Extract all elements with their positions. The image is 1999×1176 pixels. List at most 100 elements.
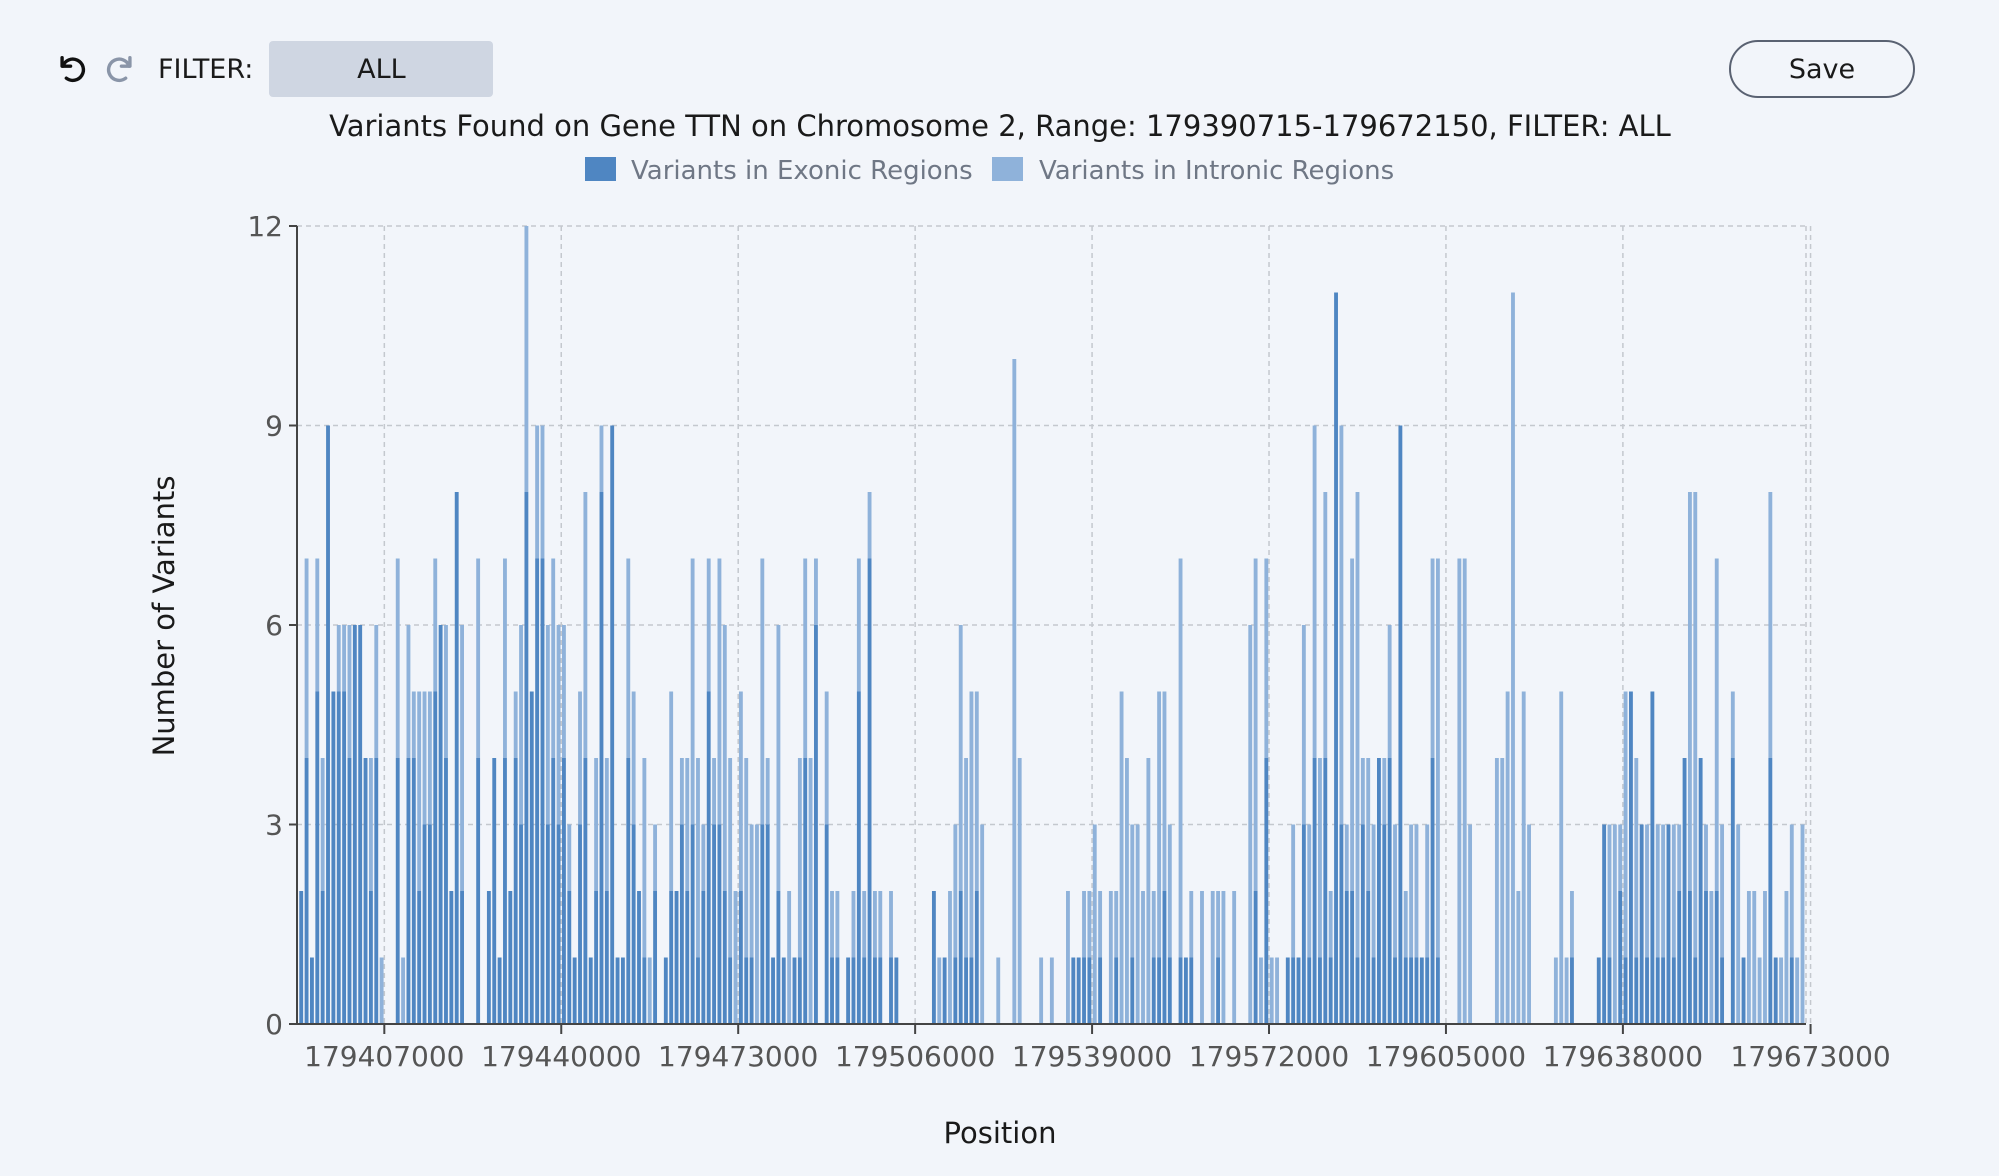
bar-exonic	[1285, 957, 1290, 1024]
bar-exonic	[1183, 957, 1188, 1024]
bar-exonic	[1189, 957, 1194, 1024]
bar-exonic	[422, 824, 427, 1024]
chart-axes: 0 3 6 9 12 179407000 179440000 179473000 1795060…	[247, 210, 1890, 1073]
chart-title: Variants Found on Gene TTN on Chromosome…	[329, 109, 1671, 143]
bar-exonic	[679, 824, 684, 1024]
bar-exonic	[567, 891, 572, 1024]
bar-exonic	[1720, 957, 1725, 1024]
bar-exonic	[1350, 891, 1355, 1024]
bar-exonic	[1639, 824, 1644, 1024]
bar-intronic	[728, 758, 733, 958]
bar-exonic	[572, 957, 577, 1024]
bar-intronic	[433, 558, 438, 692]
bar-intronic	[948, 891, 952, 1024]
bar-intronic	[1189, 891, 1194, 958]
bar-intronic	[765, 758, 770, 825]
bar-exonic	[1655, 957, 1660, 1024]
bar-intronic	[336, 625, 341, 692]
bar-exonic	[1634, 957, 1639, 1024]
bar-exonic	[1623, 957, 1628, 1024]
bar-exonic	[1114, 957, 1119, 1024]
bar-intronic	[787, 891, 792, 1024]
bar-exonic	[728, 957, 733, 1024]
bar-intronic	[535, 425, 540, 559]
bar-intronic	[556, 625, 561, 825]
bar-intronic	[706, 558, 711, 692]
bar-exonic	[1339, 824, 1344, 1024]
bar-exonic	[1650, 691, 1655, 1024]
y-tick-label: 9	[265, 410, 283, 443]
bar-intronic	[953, 824, 958, 958]
save-button[interactable]: Save	[1729, 40, 1915, 98]
bar-exonic	[765, 824, 770, 1024]
bar-exonic	[964, 957, 969, 1024]
bar-intronic	[722, 625, 727, 891]
bar-intronic	[717, 558, 722, 825]
redo-icon[interactable]	[98, 47, 142, 91]
bar-exonic	[862, 957, 867, 1024]
bar-intronic	[1500, 758, 1505, 1024]
bar-intronic	[1634, 758, 1639, 958]
bar-intronic	[872, 891, 877, 958]
bar-exonic	[1430, 758, 1435, 1024]
bar-exonic	[1671, 957, 1676, 1024]
bar-intronic	[1151, 891, 1156, 958]
bar-intronic	[411, 691, 416, 758]
bar-exonic	[1768, 758, 1773, 1024]
bar-intronic	[347, 625, 352, 758]
bar-exonic	[969, 957, 974, 1024]
bar-exonic	[529, 691, 534, 1024]
bar-intronic	[1291, 824, 1296, 958]
bar-exonic	[562, 758, 566, 1024]
bar-exonic	[1178, 957, 1183, 1024]
bar-exonic	[444, 758, 448, 1024]
bar-intronic	[653, 824, 658, 891]
bar-intronic	[476, 558, 481, 758]
undo-icon[interactable]	[50, 47, 94, 91]
bar-exonic	[1393, 957, 1397, 1024]
bar-exonic	[663, 957, 668, 1024]
bar-intronic	[417, 691, 422, 891]
bar-intronic	[1178, 558, 1183, 958]
bar-exonic	[1157, 957, 1162, 1024]
bar-intronic	[1141, 891, 1145, 1024]
x-tick-label: 179407000	[304, 1040, 464, 1073]
filter-select[interactable]: ALL	[269, 41, 494, 97]
chart-legend: Variants in Exonic Regions Variants in I…	[585, 156, 1394, 186]
bar-intronic	[1012, 359, 1017, 1024]
x-tick-label: 179605000	[1366, 1040, 1526, 1073]
legend-swatch-exonic	[585, 157, 616, 181]
bar-intronic	[1800, 824, 1805, 1024]
bar-exonic	[894, 957, 899, 1024]
bar-exonic	[326, 425, 330, 1024]
bar-exonic	[776, 891, 781, 1024]
bar-exonic	[551, 758, 556, 1024]
bar-intronic	[808, 758, 813, 1024]
bar-intronic	[1779, 957, 1783, 1024]
bar-intronic	[1457, 558, 1462, 1024]
bar-intronic	[1162, 691, 1167, 891]
bar-intronic	[1312, 425, 1317, 758]
bar-intronic	[1049, 957, 1054, 1024]
bar-exonic	[931, 891, 936, 1024]
bar-exonic	[1344, 891, 1349, 1024]
bar-intronic	[1318, 758, 1322, 958]
bar-intronic	[937, 957, 942, 1024]
bar-intronic	[760, 558, 765, 825]
bar-exonic	[851, 957, 856, 1024]
bar-intronic	[304, 558, 309, 758]
bar-exonic	[958, 891, 963, 1024]
x-tick-label: 179539000	[1012, 1040, 1172, 1073]
bar-exonic	[1216, 957, 1221, 1024]
bar-intronic	[401, 957, 406, 1024]
bar-intronic	[738, 691, 743, 891]
bar-exonic	[519, 824, 523, 1024]
bar-intronic	[797, 758, 802, 958]
bar-intronic	[696, 758, 700, 958]
bar-intronic	[733, 891, 738, 1024]
bar-exonic	[438, 625, 443, 1024]
bar-intronic	[835, 891, 840, 958]
bar-exonic	[336, 691, 341, 1024]
bar-exonic	[433, 691, 438, 1024]
bar-intronic	[540, 425, 545, 559]
